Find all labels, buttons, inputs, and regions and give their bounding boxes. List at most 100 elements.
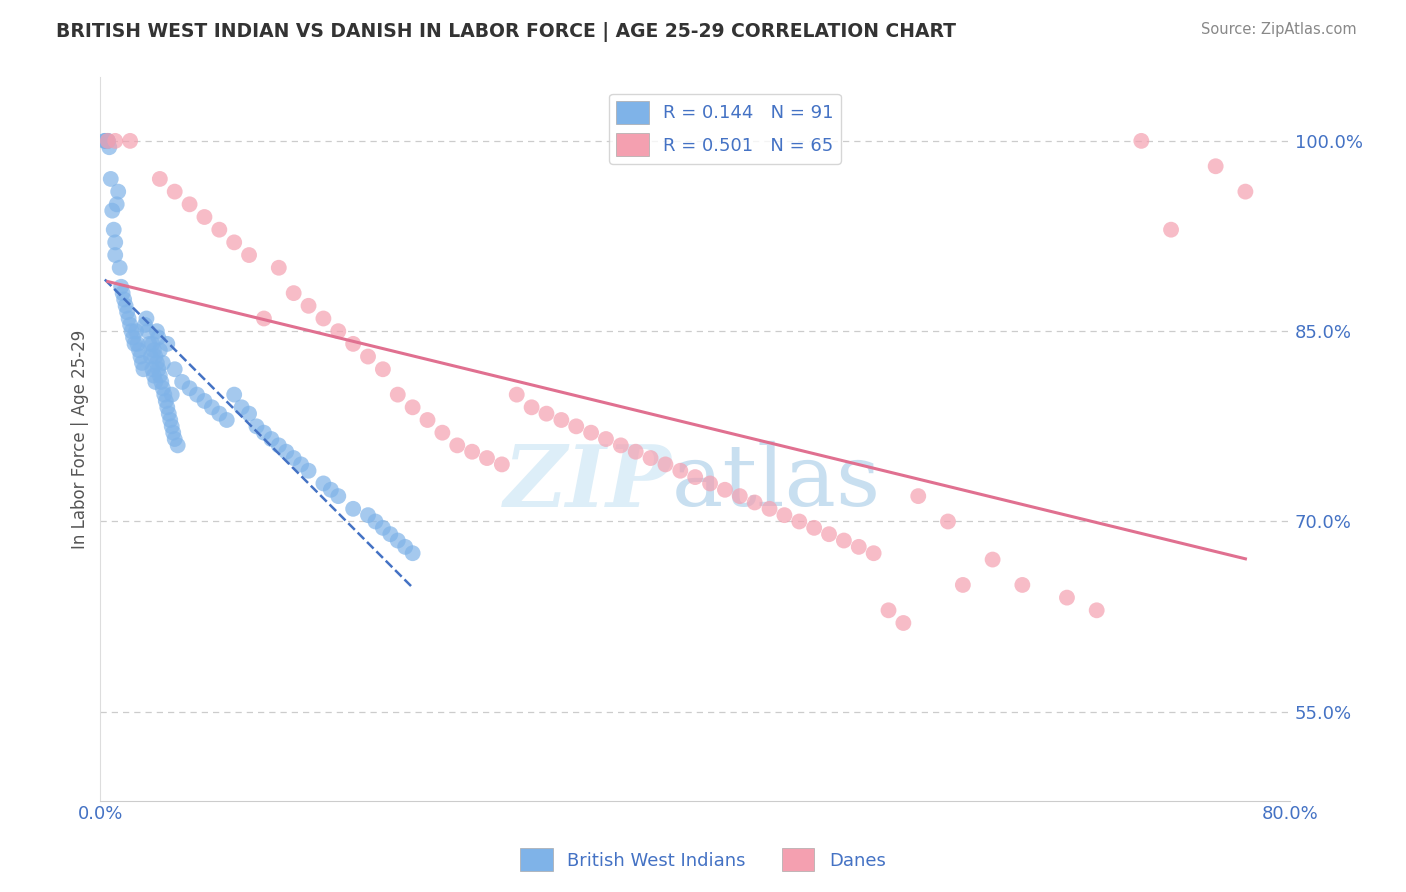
Point	[163, 362, 186, 376]
Point	[208, 222, 231, 236]
Point	[1130, 134, 1153, 148]
Point	[297, 299, 319, 313]
Point	[491, 458, 513, 472]
Point	[97, 134, 120, 148]
Point	[105, 197, 128, 211]
Point	[141, 337, 163, 351]
Point	[98, 140, 121, 154]
Point	[145, 375, 167, 389]
Point	[699, 476, 721, 491]
Point	[520, 401, 543, 415]
Point	[342, 501, 364, 516]
Point	[160, 419, 183, 434]
Point	[114, 299, 136, 313]
Legend: British West Indians, Danes: British West Indians, Danes	[513, 841, 893, 879]
Point	[104, 248, 127, 262]
Point	[141, 362, 163, 376]
Point	[952, 578, 974, 592]
Legend: R = 0.144   N = 91, R = 0.501   N = 65: R = 0.144 N = 91, R = 0.501 N = 65	[609, 94, 841, 163]
Point	[179, 197, 201, 211]
Point	[893, 615, 915, 630]
Point	[104, 235, 127, 250]
Point	[1205, 159, 1227, 173]
Point	[1085, 603, 1108, 617]
Point	[231, 401, 253, 415]
Point	[1234, 185, 1257, 199]
Point	[506, 387, 529, 401]
Point	[624, 444, 647, 458]
Point	[179, 381, 201, 395]
Point	[186, 387, 208, 401]
Text: atlas: atlas	[672, 441, 880, 524]
Point	[94, 134, 117, 148]
Point	[108, 260, 131, 275]
Point	[848, 540, 870, 554]
Point	[125, 324, 148, 338]
Point	[166, 438, 188, 452]
Point	[163, 432, 186, 446]
Point	[832, 533, 855, 548]
Point	[328, 489, 350, 503]
Point	[97, 134, 120, 148]
Point	[148, 362, 170, 376]
Point	[787, 515, 810, 529]
Point	[149, 172, 172, 186]
Text: Source: ZipAtlas.com: Source: ZipAtlas.com	[1201, 22, 1357, 37]
Point	[122, 330, 145, 344]
Point	[446, 438, 468, 452]
Point	[120, 318, 142, 332]
Point	[145, 350, 167, 364]
Point	[283, 286, 305, 301]
Point	[193, 210, 215, 224]
Point	[744, 495, 766, 509]
Point	[394, 540, 416, 554]
Point	[312, 476, 335, 491]
Point	[139, 350, 162, 364]
Point	[283, 451, 305, 466]
Point	[319, 483, 342, 497]
Point	[1056, 591, 1078, 605]
Point	[387, 387, 409, 401]
Point	[276, 444, 298, 458]
Point	[96, 134, 118, 148]
Point	[290, 458, 312, 472]
Point	[160, 387, 183, 401]
Point	[565, 419, 588, 434]
Point	[669, 464, 692, 478]
Point	[152, 381, 174, 395]
Point	[877, 603, 900, 617]
Point	[115, 305, 138, 319]
Point	[907, 489, 929, 503]
Point	[110, 280, 132, 294]
Point	[357, 350, 380, 364]
Point	[149, 368, 172, 383]
Point	[475, 451, 498, 466]
Point	[364, 515, 387, 529]
Point	[104, 134, 127, 148]
Point	[267, 260, 290, 275]
Point	[238, 407, 260, 421]
Point	[401, 546, 423, 560]
Point	[162, 425, 184, 440]
Point	[936, 515, 959, 529]
Point	[245, 419, 267, 434]
Point	[149, 343, 172, 358]
Point	[121, 324, 143, 338]
Point	[981, 552, 1004, 566]
Point	[136, 324, 159, 338]
Point	[224, 235, 246, 250]
Point	[94, 134, 117, 148]
Point	[1160, 222, 1182, 236]
Point	[107, 185, 129, 199]
Point	[127, 337, 149, 351]
Point	[155, 394, 177, 409]
Point	[117, 311, 139, 326]
Point	[342, 337, 364, 351]
Point	[208, 407, 231, 421]
Point	[267, 438, 290, 452]
Point	[224, 387, 246, 401]
Point	[132, 362, 155, 376]
Point	[129, 350, 152, 364]
Point	[253, 425, 276, 440]
Point	[135, 311, 157, 326]
